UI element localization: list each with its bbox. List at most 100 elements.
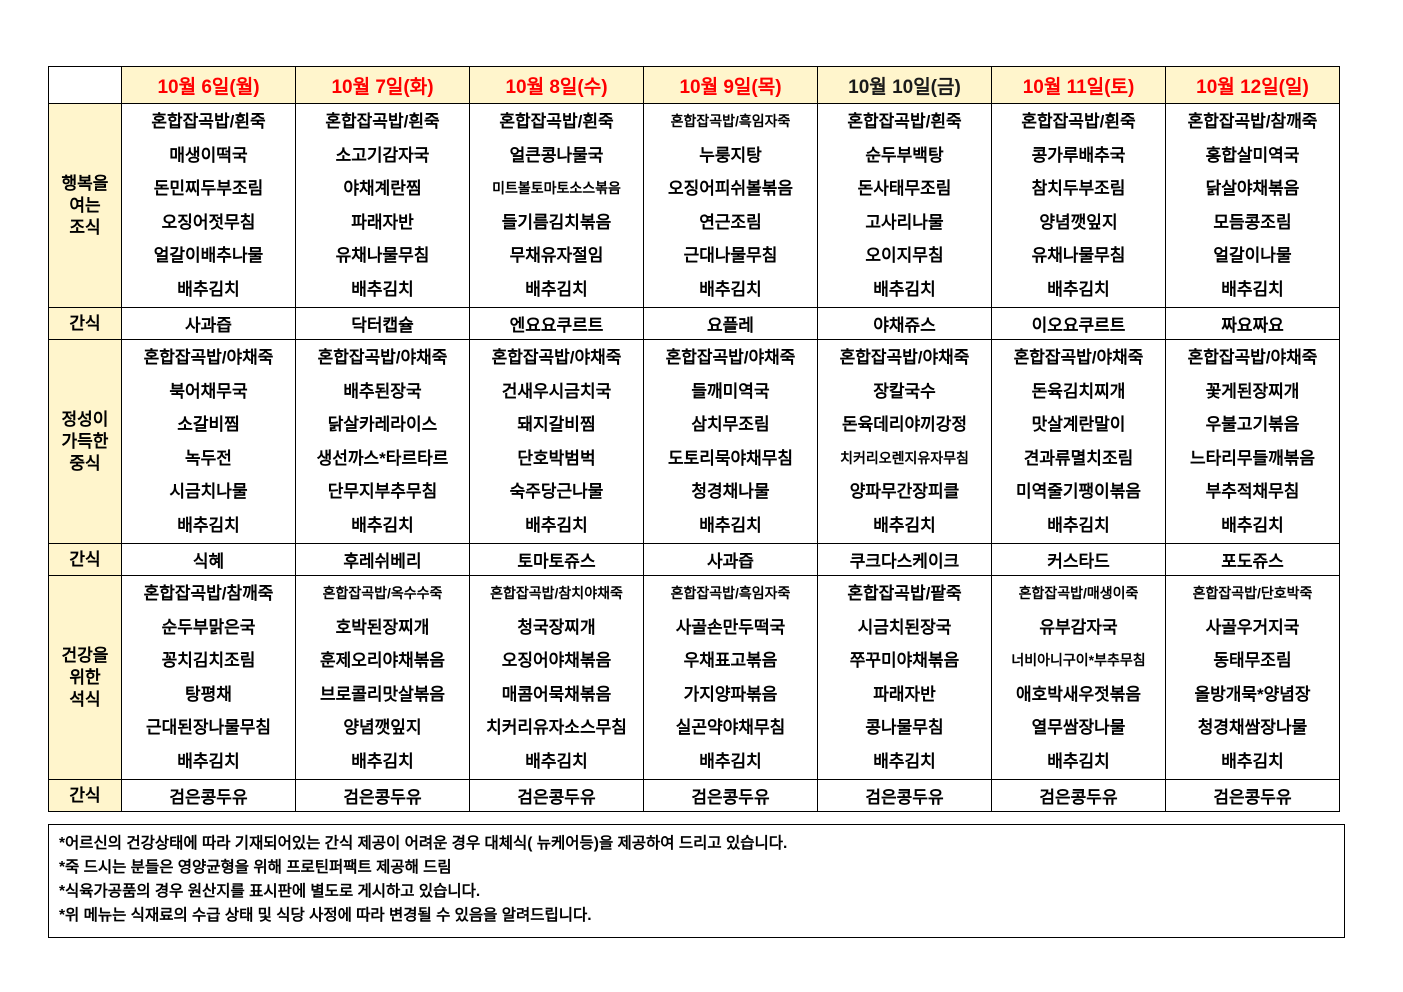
- menu-item: 너비아니구이*부추무침: [1011, 652, 1146, 668]
- menu-item: 혼합잡곡밥/흰죽: [1021, 112, 1136, 131]
- menu-item: 배추김치: [1221, 279, 1284, 299]
- menu-item: 오이지무침: [865, 246, 944, 265]
- menu-item: 배추김치: [525, 751, 588, 771]
- menu-item: 양파무간장피클: [849, 482, 960, 501]
- menu-item: 견과류멸치조림: [1023, 448, 1134, 468]
- snack-item: 검은콩두유: [1165, 779, 1340, 812]
- menu-item: 브로콜리맛살볶음: [319, 684, 446, 704]
- menu-item: 청경채나물: [691, 482, 770, 501]
- meal-row-2: 건강을 위한 석식 혼합잡곡밥/참깨죽 순두부맑은국 꽁치김치조림 탕평채 근대된장나물무침 배…: [48, 575, 1340, 780]
- menu-cell: 혼합잡곡밥/단호박죽 사골우거지국 동태무조림 올방개묵*양념장 청경채쌈장나물 배추김치: [1165, 575, 1340, 780]
- menu-cell: 혼합잡곡밥/흑임자죽 사골손만두떡국 우채표고볶음 가지양파볶음 실곤약야채무침 배추김치: [643, 575, 818, 780]
- menu-item: 쭈꾸미야채볶음: [849, 651, 960, 670]
- menu-item: 탕평채: [185, 684, 232, 704]
- menu-item: 열무쌈장나물: [1031, 718, 1126, 737]
- menu-item: 북어채무국: [169, 381, 248, 401]
- menu-item: 들깨미역국: [691, 381, 770, 401]
- menu-item: 애호박새우젓볶음: [1015, 684, 1142, 704]
- menu-item: 미역줄기팽이볶음: [1015, 482, 1142, 501]
- snack-item: 후레쉬베리: [295, 543, 470, 576]
- menu-item: 돈육데리야끼강정: [841, 415, 968, 434]
- menu-item: 배추김치: [1047, 751, 1110, 771]
- snack-label: 간식: [48, 543, 122, 576]
- menu-item: 느타리무들깨볶음: [1189, 448, 1316, 468]
- menu-item: 건새우시금치국: [501, 381, 612, 401]
- menu-item: 콩가루배추국: [1031, 145, 1126, 165]
- snack-item: 검은콩두유: [121, 779, 296, 812]
- menu-item: 혼합잡곡밥/야채죽: [317, 348, 448, 367]
- menu-item: 배추김치: [873, 751, 936, 771]
- menu-item: 파래자반: [873, 684, 936, 704]
- menu-item: 양념깻잎지: [343, 718, 422, 737]
- menu-item: 배추김치: [1221, 751, 1284, 771]
- snack-item: 검은콩두유: [469, 779, 644, 812]
- menu-item: 배추김치: [699, 515, 762, 535]
- menu-cell: 혼합잡곡밥/야채죽 장칼국수 돈육데리야끼강정 치커리오렌지유자무침 양파무간장피클 배추…: [817, 339, 992, 544]
- menu-item: 혼합잡곡밥/단호박죽: [1192, 585, 1313, 601]
- menu-item: 모듬콩조림: [1213, 212, 1292, 232]
- date-header-5: 10월 10일(금): [817, 66, 992, 104]
- menu-item: 청경채쌈장나물: [1197, 718, 1308, 737]
- menu-item: 혼합잡곡밥/야채죽: [143, 348, 274, 367]
- menu-item: 배추김치: [177, 751, 240, 771]
- menu-item: 꽁치김치조림: [161, 651, 256, 670]
- menu-item: 매생이떡국: [169, 145, 248, 165]
- snack-item: 야채쥬스: [817, 307, 992, 340]
- snack-label: 간식: [48, 307, 122, 340]
- snack-item: 사과즙: [643, 543, 818, 576]
- meal-section-label: 행복을 여는 조식: [48, 103, 122, 308]
- menu-item: 시금치된장국: [857, 617, 952, 637]
- menu-item: 우채표고볶음: [683, 651, 778, 670]
- menu-item: 배추김치: [177, 279, 240, 299]
- menu-item: 가지양파볶음: [683, 684, 778, 704]
- menu-item: 근대된장나물무침: [145, 718, 272, 737]
- menu-item: 치커리오렌지유자무침: [840, 449, 969, 466]
- menu-item: 배추김치: [1047, 279, 1110, 299]
- menu-item: 혼합잡곡밥/팥죽: [847, 584, 962, 603]
- menu-item: 숙주당근나물: [509, 482, 604, 501]
- menu-item: 파래자반: [351, 212, 414, 232]
- menu-item: 치커리유자소스무침: [486, 718, 627, 737]
- menu-item: 배추김치: [1047, 515, 1110, 535]
- menu-item: 순두부백탕: [865, 145, 944, 165]
- menu-item: 돈사태무조림: [857, 179, 952, 198]
- menu-item: 소갈비찜: [177, 415, 240, 434]
- menu-cell: 혼합잡곡밥/참깨죽 홍합살미역국 닭살야채볶음 모듬콩조림 얼갈이나물 배추김치: [1165, 103, 1340, 308]
- menu-item: 배추김치: [351, 515, 414, 535]
- menu-item: 배추김치: [351, 279, 414, 299]
- date-header-7: 10월 12일(일): [1165, 66, 1340, 104]
- menu-item: 돈민찌두부조림: [153, 179, 264, 198]
- menu-cell: 혼합잡곡밥/야채죽 배추된장국 닭살카레라이스 생선까스*타르타르 단무지부추무침 배추김…: [295, 339, 470, 544]
- menu-item: 혼합잡곡밥/옥수수죽: [322, 585, 443, 601]
- menu-item: 순두부맑은국: [161, 617, 256, 637]
- snack-item: 토마토쥬스: [469, 543, 644, 576]
- date-header-row: 10월 6일(월) 10월 7일(화) 10월 8일(수) 10월 9일(목) 10월 …: [48, 66, 1340, 104]
- menu-item: 근대나물무침: [683, 246, 778, 265]
- menu-cell: 혼합잡곡밥/팥죽 시금치된장국 쭈꾸미야채볶음 파래자반 콩나물무침 배추김치: [817, 575, 992, 780]
- menu-item: 오징어피쉬볼볶음: [667, 179, 794, 198]
- menu-item: 혼합잡곡밥/흰죽: [847, 112, 962, 131]
- menu-item: 양념깻잎지: [1039, 212, 1118, 232]
- menu-item: 누룽지탕: [699, 145, 762, 165]
- menu-item: 매콤어묵채볶음: [501, 684, 612, 704]
- menu-cell: 혼합잡곡밥/야채죽 꽃게된장찌개 우불고기볶음 느타리무들깨볶음 부추적채무침 배추김치: [1165, 339, 1340, 544]
- meal-row-1: 정성이 가득한 중식 혼합잡곡밥/야채죽 북어채무국 소갈비찜 녹두전 시금치나물 배추김치 혼합…: [48, 339, 1340, 544]
- menu-item: 배추김치: [525, 279, 588, 299]
- menu-item: 얼큰콩나물국: [509, 145, 604, 165]
- menu-item: 맛살계란말이: [1031, 415, 1126, 434]
- menu-item: 고사리나물: [865, 212, 944, 232]
- date-header-4: 10월 9일(목): [643, 66, 818, 104]
- date-header-2: 10월 7일(화): [295, 66, 470, 104]
- note-line: *식육가공품의 경우 원산지를 표시판에 별도로 게시하고 있습니다.: [59, 883, 481, 900]
- menu-item: 오징어야채볶음: [501, 651, 612, 670]
- note-line: *어르신의 건강상태에 따라 기재되어있는 간식 제공이 어려운 경우 대체식(…: [59, 835, 788, 852]
- menu-item: 돼지갈비찜: [517, 415, 596, 434]
- menu-item: 유부감자국: [1039, 617, 1118, 637]
- snack-row-0: 간식 사과즙 닥터캡슐 엔요요쿠르트 요플레 야채쥬스 이오요쿠르트 짜요짜요: [48, 307, 1340, 340]
- menu-item: 시금치나물: [169, 482, 248, 501]
- menu-item: 사골손만두떡국: [675, 617, 786, 637]
- snack-item: 짜요짜요: [1165, 307, 1340, 340]
- menu-item: 돈육김치찌개: [1031, 381, 1126, 401]
- menu-cell: 혼합잡곡밥/야채죽 북어채무국 소갈비찜 녹두전 시금치나물 배추김치: [121, 339, 296, 544]
- note-line: *위 메뉴는 식재료의 수급 상태 및 식당 사정에 따라 변경될 수 있음을 …: [59, 907, 592, 924]
